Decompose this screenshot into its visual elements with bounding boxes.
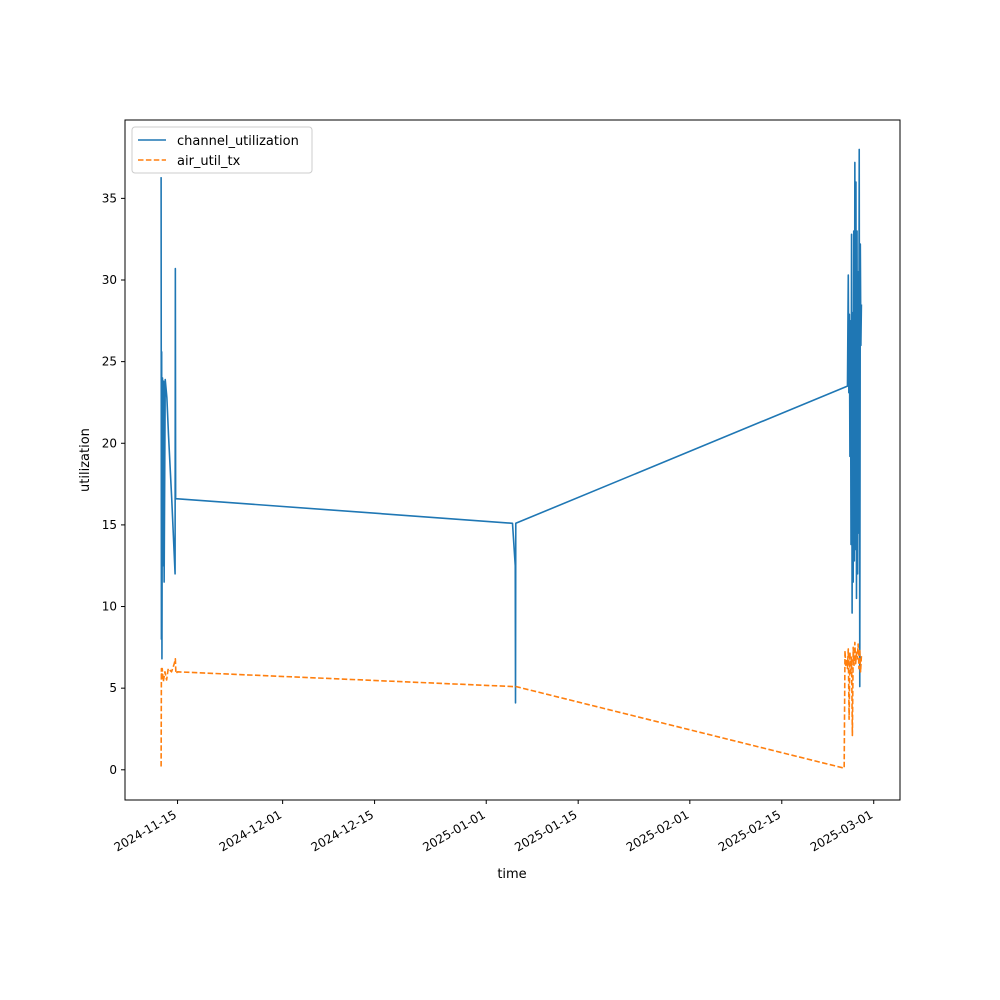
x-tick-label: 2025-01-15 — [512, 807, 579, 854]
x-axis-label: time — [497, 867, 526, 882]
series-line-air_util_tx — [160, 641, 863, 769]
series-line-channel_utilization — [160, 148, 863, 704]
y-axis-ticks: 0 5 10 15 20 25 30 35 — [102, 191, 125, 777]
y-tick-label: 0 — [109, 763, 117, 777]
x-tick-label: 2025-02-01 — [624, 807, 691, 854]
series-layer — [160, 148, 863, 769]
x-axis-ticks: 2024-11-15 2024-12-01 2024-12-15 2025-01-01… — [112, 800, 875, 854]
legend-box — [131, 126, 313, 174]
y-tick-label: 5 — [109, 681, 117, 695]
legend: channel_utilization air_util_tx — [131, 126, 313, 174]
x-tick-label: 2024-12-01 — [217, 807, 284, 854]
legend-label-air_util_tx: air_util_tx — [177, 154, 241, 169]
plot-area — [124, 119, 901, 801]
y-tick-label: 15 — [102, 518, 117, 532]
legend-label-channel_utilization: channel_utilization — [177, 134, 299, 149]
x-tick-label: 2025-02-15 — [716, 807, 783, 854]
y-tick-label: 35 — [102, 191, 117, 205]
y-tick-label: 25 — [102, 355, 117, 369]
y-tick-label: 20 — [102, 436, 117, 450]
x-tick-label: 2024-11-15 — [112, 807, 179, 854]
y-tick-label: 30 — [102, 273, 117, 287]
y-tick-label: 10 — [102, 600, 117, 614]
x-tick-label: 2024-12-15 — [309, 807, 376, 854]
x-tick-label: 2025-03-01 — [808, 807, 875, 854]
y-axis-label: utilization — [78, 428, 93, 492]
axes-frame — [124, 119, 901, 801]
x-tick-label: 2025-01-01 — [420, 807, 487, 854]
